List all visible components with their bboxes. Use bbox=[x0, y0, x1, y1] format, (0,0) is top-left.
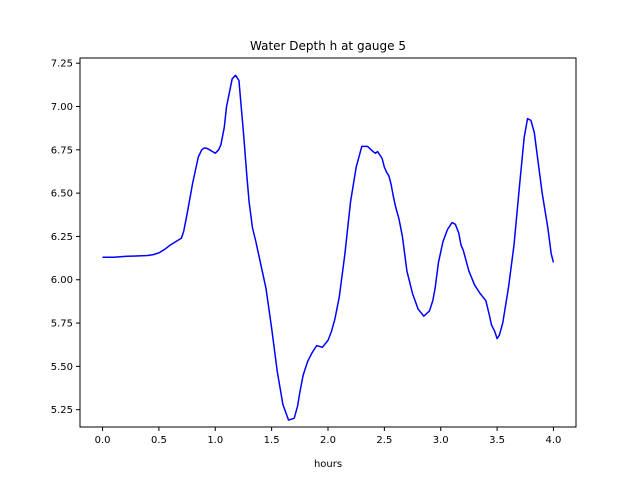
chart-title: Water Depth h at gauge 5 bbox=[250, 39, 406, 53]
y-tick-label: 7.00 bbox=[51, 102, 73, 113]
plot-area bbox=[79, 57, 577, 428]
y-tick-label: 7.25 bbox=[51, 59, 73, 70]
x-axis: 0.0 0.5 1.0 1.5 2.0 2.5 3.0 3.5 4.0 bbox=[95, 427, 562, 446]
y-tick-label: 6.75 bbox=[51, 145, 73, 156]
x-tick-label: 3.5 bbox=[489, 435, 505, 446]
y-tick-label: 6.50 bbox=[51, 189, 73, 200]
x-tick-label: 0.0 bbox=[95, 435, 111, 446]
x-tick-label: 2.0 bbox=[320, 435, 336, 446]
series-line-water-depth bbox=[102, 74, 555, 421]
x-tick-label: 0.5 bbox=[151, 435, 167, 446]
x-tick-label: 1.0 bbox=[207, 435, 223, 446]
y-tick-label: 5.75 bbox=[51, 319, 73, 330]
x-axis-label: hours bbox=[314, 459, 342, 470]
x-tick-label: 2.5 bbox=[376, 435, 392, 446]
y-tick-label: 5.50 bbox=[51, 362, 73, 373]
y-tick-label: 6.25 bbox=[51, 232, 73, 243]
y-tick-label: 6.00 bbox=[51, 275, 73, 286]
y-tick-label: 5.25 bbox=[51, 405, 73, 416]
x-tick-label: 4.0 bbox=[546, 435, 562, 446]
x-tick-label: 3.0 bbox=[433, 435, 449, 446]
x-tick-label: 1.5 bbox=[264, 435, 280, 446]
y-axis: 5.25 5.50 5.75 6.00 6.25 6.50 6.75 7.00 7.25 bbox=[51, 59, 80, 416]
